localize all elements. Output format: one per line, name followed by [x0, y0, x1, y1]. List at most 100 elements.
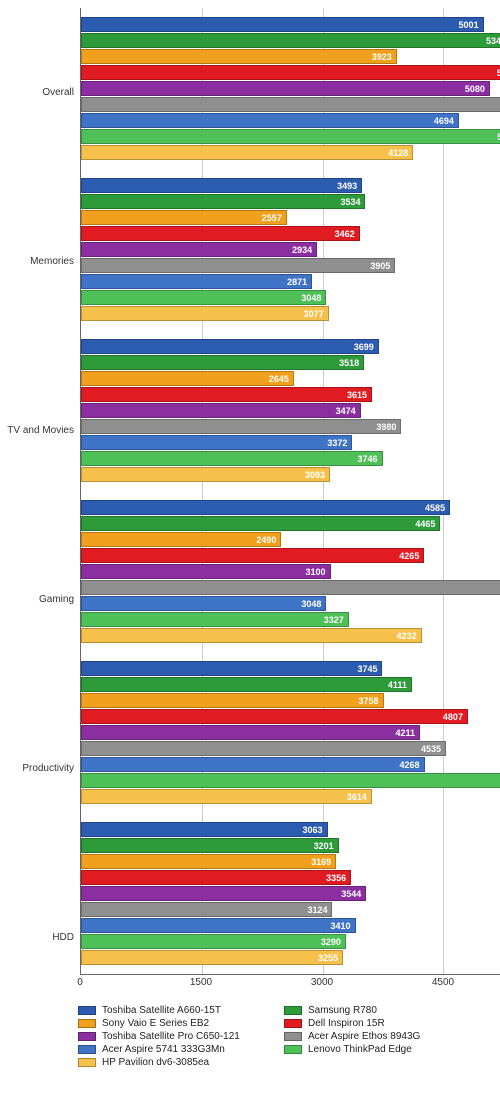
legend-item: Dell Inspiron 15R	[284, 1018, 478, 1029]
bar-row: 3474	[81, 403, 500, 418]
bar-value-label: 3905	[370, 261, 390, 271]
plot-area: 5001534239235477508056664694548241283493…	[80, 8, 500, 975]
category-label: Memories	[30, 256, 74, 267]
bar-row: 3493	[81, 178, 500, 193]
bar: 3614	[81, 789, 372, 804]
legend-label: Sony Vaio E Series EB2	[102, 1018, 209, 1029]
legend-item: Lenovo ThinkPad Edge	[284, 1044, 478, 1055]
bar-row: 4535	[81, 741, 500, 756]
bar-value-label: 4265	[399, 551, 419, 561]
bar-row: 2934	[81, 242, 500, 257]
bar-row: 3372	[81, 435, 500, 450]
bar-value-label: 3372	[327, 438, 347, 448]
bar: 4585	[81, 500, 450, 515]
bar-value-label: 4128	[388, 148, 408, 158]
bar: 3410	[81, 918, 356, 933]
bar-row: 5666	[81, 97, 500, 112]
bar: 3518	[81, 355, 364, 370]
bar-row: 3544	[81, 886, 500, 901]
bar: 5482	[81, 129, 500, 144]
bar-value-label: 3614	[347, 792, 367, 802]
bar-row: 4128	[81, 145, 500, 160]
bar: 3544	[81, 886, 366, 901]
bar-row: 3699	[81, 339, 500, 354]
bar-row: 2490	[81, 532, 500, 547]
legend-swatch	[78, 1006, 96, 1015]
chart-container: OverallMemoriesTV and MoviesGamingProduc…	[8, 8, 492, 991]
bar-value-label: 3093	[305, 470, 325, 480]
bar-value-label: 3518	[339, 358, 359, 368]
legend-item: Sony Vaio E Series EB2	[78, 1018, 272, 1029]
bar-row: 3758	[81, 693, 500, 708]
bar-value-label: 3201	[314, 841, 334, 851]
bar: 3372	[81, 435, 352, 450]
bar: 3474	[81, 403, 361, 418]
x-tick-label: 1500	[190, 977, 212, 988]
bar-row: 3327	[81, 612, 500, 627]
bar-value-label: 3474	[336, 406, 356, 416]
category-label: HDD	[52, 932, 74, 943]
bar: 3093	[81, 467, 330, 482]
bar-value-label: 3048	[301, 293, 321, 303]
bar-row: 5570	[81, 580, 500, 595]
bar-value-label: 3544	[341, 889, 361, 899]
bar: 3462	[81, 226, 360, 241]
legend-item: Samsung R780	[284, 1005, 478, 1016]
bar-value-label: 2490	[256, 535, 276, 545]
legend-item: Toshiba Satellite Pro C650-121	[78, 1031, 272, 1042]
bar-value-label: 4111	[388, 680, 407, 690]
bar-row: 3048	[81, 596, 500, 611]
bar-value-label: 3255	[318, 953, 338, 963]
legend: Toshiba Satellite A660-15T Samsung R780 So…	[78, 1005, 478, 1068]
bar-row: 2645	[81, 371, 500, 386]
bar: 4535	[81, 741, 446, 756]
bar: 3124	[81, 902, 332, 917]
bar-row: 5342	[81, 33, 500, 48]
bar-value-label: 4694	[434, 116, 454, 126]
legend-item: Toshiba Satellite A660-15T	[78, 1005, 272, 1016]
y-axis-labels: OverallMemoriesTV and MoviesGamingProduc…	[8, 8, 80, 991]
bar-value-label: 3758	[358, 696, 378, 706]
bar: 4211	[81, 725, 420, 740]
bar-value-label: 4585	[425, 503, 445, 513]
bar-row: 3124	[81, 902, 500, 917]
bar: 2557	[81, 210, 287, 225]
bar-row: 3169	[81, 854, 500, 869]
bar-row: 3980	[81, 419, 500, 434]
bar-row: 4265	[81, 548, 500, 563]
bar-row: 3905	[81, 258, 500, 273]
bar-value-label: 3327	[324, 615, 344, 625]
legend-label: Lenovo ThinkPad Edge	[308, 1044, 412, 1055]
bar: 5342	[81, 33, 500, 48]
bar: 3048	[81, 290, 326, 305]
legend-swatch	[284, 1032, 302, 1041]
bar: 4265	[81, 548, 424, 563]
bar: 3923	[81, 49, 397, 64]
bar-row: 3745	[81, 661, 500, 676]
bar: 5080	[81, 81, 490, 96]
legend-swatch	[78, 1058, 96, 1067]
bar-value-label: 3100	[306, 567, 326, 577]
legend-label: Samsung R780	[308, 1005, 377, 1016]
legend-swatch	[78, 1045, 96, 1054]
bar-row: 5980	[81, 773, 500, 788]
bar-row: 3615	[81, 387, 500, 402]
bar-row: 3614	[81, 789, 500, 804]
bar-value-label: 4535	[421, 744, 441, 754]
bar: 3100	[81, 564, 331, 579]
bar-row: 4232	[81, 628, 500, 643]
legend-item: Acer Aspire 5741 333G3Mn	[78, 1044, 272, 1055]
legend-label: Toshiba Satellite Pro C650-121	[102, 1031, 240, 1042]
bar-row: 3290	[81, 934, 500, 949]
bar: 3255	[81, 950, 343, 965]
bar-row: 4211	[81, 725, 500, 740]
bar-value-label: 3356	[326, 873, 346, 883]
bar-value-label: 4211	[395, 728, 415, 738]
bar: 2871	[81, 274, 312, 289]
bar-value-label: 3290	[321, 937, 341, 947]
bar-row: 4807	[81, 709, 500, 724]
bar-value-label: 3699	[354, 342, 374, 352]
bar: 3534	[81, 194, 365, 209]
bar-value-label: 2871	[287, 277, 307, 287]
bar-row: 2557	[81, 210, 500, 225]
